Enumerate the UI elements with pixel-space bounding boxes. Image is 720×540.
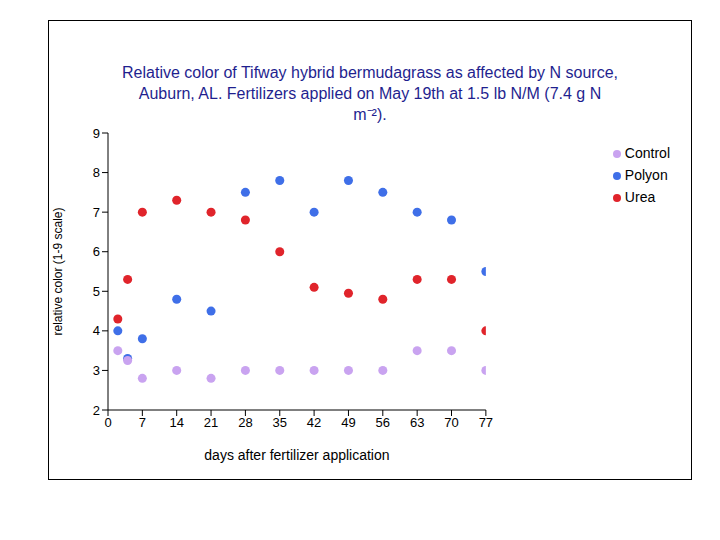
html-text:Control: Control — [624, 145, 670, 161]
svg-text:6: 6 — [93, 244, 100, 259]
html-text:Polyon: Polyon — [624, 167, 668, 183]
svg-text:7: 7 — [93, 205, 100, 220]
svg-text:0: 0 — [104, 415, 111, 430]
svg-text:relative color (1-9 scale): relative color (1-9 scale) — [51, 207, 65, 335]
html-text:Relative color of Tifway hybri: Relative color of Tifway hybrid bermudag… — [122, 64, 618, 123]
svg-text:63: 63 — [410, 415, 424, 430]
svg-text:56: 56 — [376, 415, 390, 430]
svg-text:4: 4 — [93, 323, 100, 338]
svg-text:14: 14 — [169, 415, 183, 430]
svg-text:2: 2 — [93, 403, 100, 418]
svg-text:3: 3 — [93, 363, 100, 378]
svg-text:35: 35 — [273, 415, 287, 430]
svg-text:70: 70 — [444, 415, 458, 430]
svg-text:days after fertilizer applicat: days after fertilizer application — [204, 447, 389, 463]
svg-text:9: 9 — [93, 126, 100, 141]
svg-text:5: 5 — [93, 284, 100, 299]
svg-text:77: 77 — [479, 415, 493, 430]
svg-text:28: 28 — [238, 415, 252, 430]
svg-text:8: 8 — [93, 165, 100, 180]
svg-text:49: 49 — [341, 415, 355, 430]
svg-text:7: 7 — [139, 415, 146, 430]
svg-text:42: 42 — [307, 415, 321, 430]
svg-text:21: 21 — [204, 415, 218, 430]
html-text:Urea: Urea — [624, 189, 656, 205]
